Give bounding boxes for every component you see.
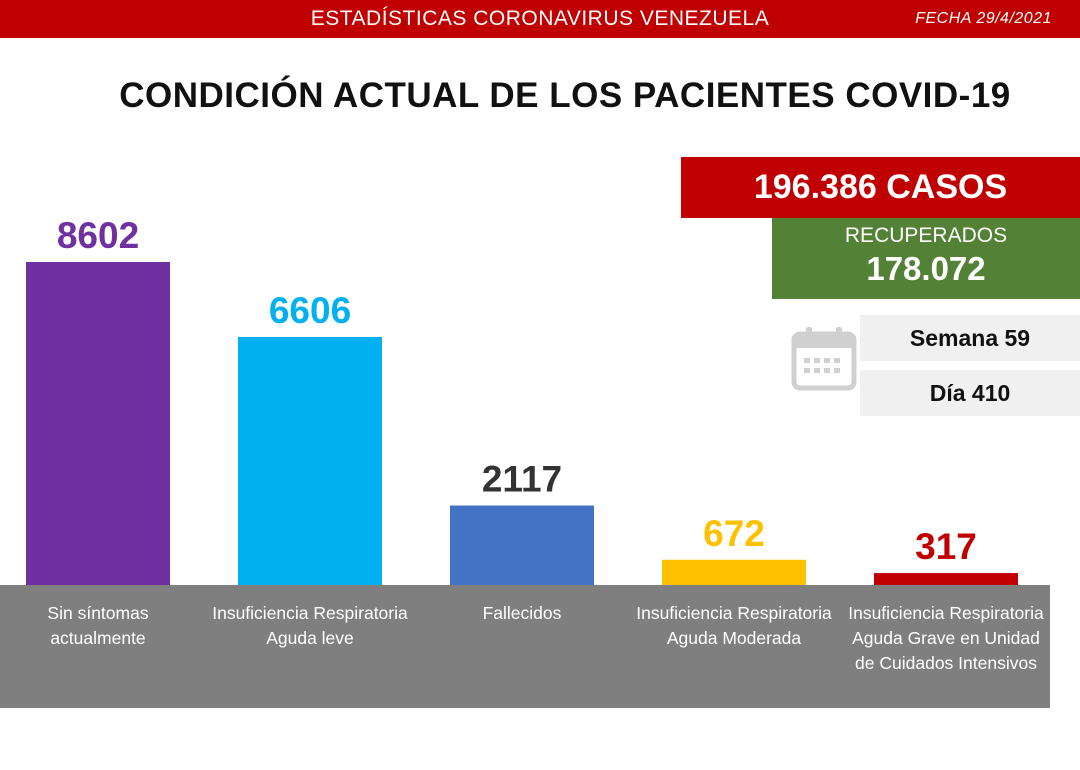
bar-value-label-5: 317 — [915, 526, 977, 567]
recovered-label: RECUPERADOS — [844, 224, 1008, 247]
bar-value-label-3: 2117 — [482, 459, 562, 500]
week-box: Semana 59 — [860, 315, 1080, 361]
bar-2 — [238, 336, 382, 585]
day-box: Día 410 — [860, 370, 1080, 416]
header-date: FECHA 29/4/2021 — [915, 10, 1052, 27]
total-cases-box: 196.386 CASOS — [681, 157, 1080, 218]
category-label-1: Sin síntomas actualmente — [47, 603, 149, 648]
header-bar: ESTADÍSTICAS CORONAVIRUS VENEZUELA FECHA… — [0, 0, 1080, 38]
bar-3 — [450, 505, 594, 585]
bar-value-label-1: 8602 — [57, 215, 139, 256]
category-label-2: Insuficiencia Respiratoria Aguda leve — [212, 603, 408, 648]
bar-1 — [26, 262, 170, 585]
category-label-4: Insuficiencia Respiratoria Aguda Moderad… — [636, 603, 832, 648]
header-title: ESTADÍSTICAS CORONAVIRUS VENEZUELA — [310, 7, 770, 30]
recovered-box: RECUPERADOS 178.072 — [772, 218, 1080, 299]
bar-value-label-4: 672 — [703, 513, 765, 554]
bar-5 — [874, 573, 1018, 585]
bar-value-label-2: 6606 — [269, 290, 351, 331]
category-label-band — [0, 585, 1050, 708]
recovered-value: 178.072 — [866, 250, 986, 287]
bar-4 — [662, 559, 806, 585]
category-label-5: Insuficiencia Respiratoria Aguda Grave e… — [848, 603, 1044, 673]
chart-title: CONDICIÓN ACTUAL DE LOS PACIENTES COVID-… — [119, 76, 1011, 115]
category-label-3: Fallecidos — [482, 603, 562, 623]
calendar-icon — [791, 327, 857, 391]
